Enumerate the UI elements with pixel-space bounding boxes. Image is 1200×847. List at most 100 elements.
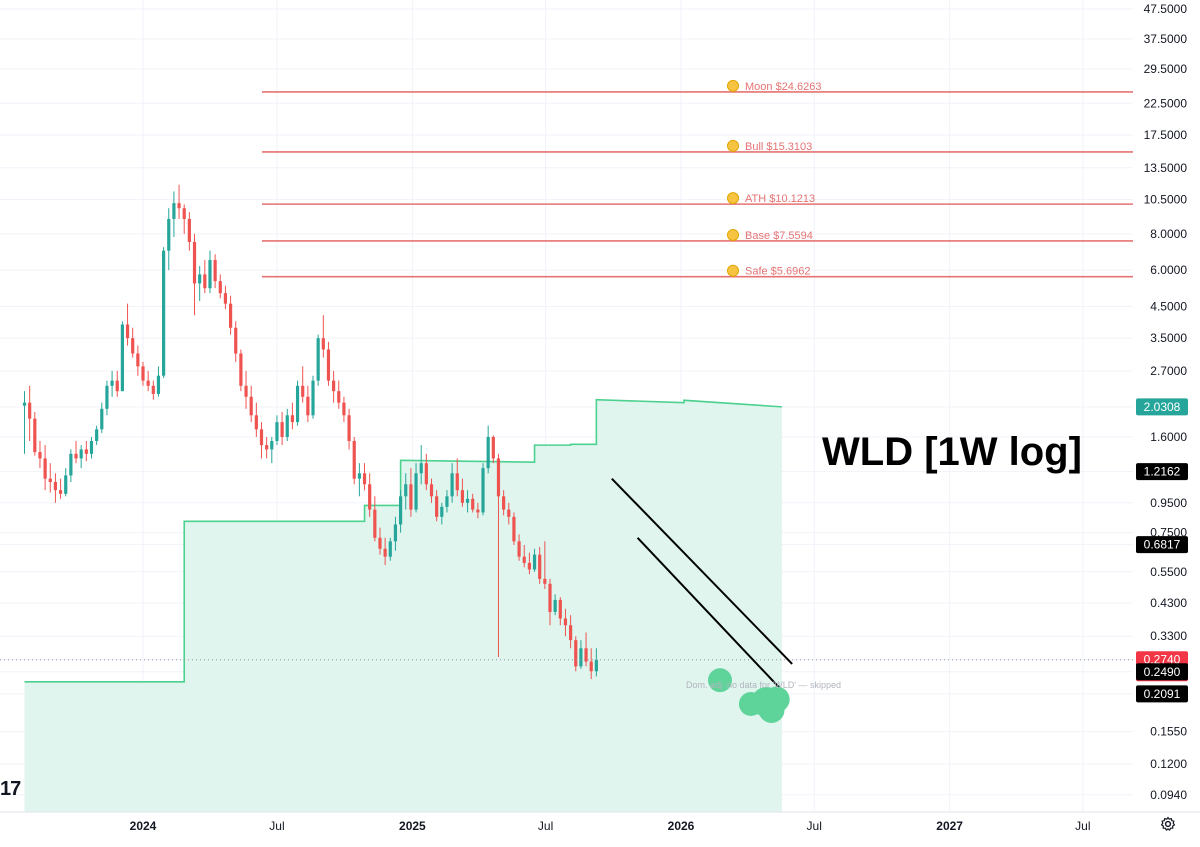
candle[interactable] bbox=[465, 490, 470, 513]
candle[interactable] bbox=[306, 385, 310, 423]
candle[interactable] bbox=[538, 546, 542, 584]
candle[interactable] bbox=[383, 537, 387, 566]
candle[interactable] bbox=[280, 412, 284, 446]
candle[interactable] bbox=[373, 496, 377, 542]
candle[interactable] bbox=[38, 440, 42, 469]
candle[interactable] bbox=[563, 608, 568, 637]
candle[interactable] bbox=[522, 544, 526, 568]
candle[interactable] bbox=[64, 468, 68, 497]
candle[interactable] bbox=[295, 380, 300, 426]
candle[interactable] bbox=[589, 648, 593, 680]
candle[interactable] bbox=[177, 184, 181, 219]
candle[interactable] bbox=[234, 321, 238, 362]
candle[interactable] bbox=[342, 396, 346, 423]
candle[interactable] bbox=[450, 463, 454, 503]
trend-line-2[interactable] bbox=[636, 537, 783, 692]
candle[interactable] bbox=[543, 541, 547, 589]
candle[interactable] bbox=[486, 425, 490, 474]
candle[interactable] bbox=[321, 315, 325, 358]
candle[interactable] bbox=[162, 247, 166, 379]
candle[interactable] bbox=[141, 361, 145, 386]
candle[interactable] bbox=[275, 415, 279, 446]
candle[interactable] bbox=[507, 502, 511, 525]
candle[interactable] bbox=[476, 502, 480, 519]
candle[interactable] bbox=[89, 436, 94, 459]
candle[interactable] bbox=[398, 490, 403, 533]
candle[interactable] bbox=[574, 636, 578, 672]
candle[interactable] bbox=[259, 422, 264, 459]
candle[interactable] bbox=[28, 385, 32, 441]
candle[interactable] bbox=[43, 445, 47, 491]
candle[interactable] bbox=[115, 370, 119, 397]
candle[interactable] bbox=[527, 552, 531, 575]
candle[interactable] bbox=[409, 468, 413, 517]
x-axis[interactable]: 2024 Jul 2025 Jul 2026 Jul 2027 Jul bbox=[0, 811, 1200, 833]
y-axis[interactable]: 47.5000 37.5000 29.5000 22.5000 17.5000 13.50… bbox=[1136, 2, 1188, 802]
candle[interactable] bbox=[84, 440, 88, 462]
candle[interactable] bbox=[404, 473, 408, 510]
candle[interactable] bbox=[187, 212, 191, 251]
candle[interactable] bbox=[167, 208, 171, 271]
candle[interactable] bbox=[481, 463, 485, 516]
candle[interactable] bbox=[362, 463, 367, 491]
candle[interactable] bbox=[460, 478, 465, 507]
candle[interactable] bbox=[285, 408, 289, 441]
candle[interactable] bbox=[332, 370, 336, 403]
candle[interactable] bbox=[270, 436, 274, 464]
candle[interactable] bbox=[435, 490, 439, 522]
candle[interactable] bbox=[110, 370, 114, 397]
settings-button[interactable] bbox=[1158, 814, 1178, 834]
candle[interactable] bbox=[579, 640, 583, 669]
candle[interactable] bbox=[553, 594, 557, 616]
candle[interactable] bbox=[208, 250, 212, 294]
candle[interactable] bbox=[502, 490, 506, 516]
candle[interactable] bbox=[440, 502, 444, 525]
candle[interactable] bbox=[512, 512, 516, 545]
candle[interactable] bbox=[414, 463, 418, 513]
candle[interactable] bbox=[352, 436, 356, 485]
candle[interactable] bbox=[265, 436, 269, 459]
candle[interactable] bbox=[228, 295, 233, 335]
candle[interactable] bbox=[548, 578, 552, 626]
candle[interactable] bbox=[151, 380, 155, 400]
candle[interactable] bbox=[532, 548, 537, 572]
candle[interactable] bbox=[326, 341, 331, 386]
candle[interactable] bbox=[584, 632, 588, 667]
candle[interactable] bbox=[120, 321, 124, 392]
candle[interactable] bbox=[156, 366, 161, 397]
candle[interactable] bbox=[244, 370, 248, 409]
candle[interactable] bbox=[388, 537, 392, 561]
candle[interactable] bbox=[378, 527, 382, 555]
candle[interactable] bbox=[95, 425, 99, 446]
candle[interactable] bbox=[74, 440, 78, 464]
candle[interactable] bbox=[100, 402, 104, 434]
candle[interactable] bbox=[290, 402, 295, 430]
candle[interactable] bbox=[445, 490, 449, 513]
candle[interactable] bbox=[125, 303, 130, 346]
candle[interactable] bbox=[136, 345, 140, 376]
candle[interactable] bbox=[254, 402, 258, 437]
candle[interactable] bbox=[471, 493, 475, 513]
candle[interactable] bbox=[517, 534, 521, 561]
candle[interactable] bbox=[357, 463, 361, 497]
candle[interactable] bbox=[569, 615, 573, 649]
candle[interactable] bbox=[146, 370, 150, 392]
candle[interactable] bbox=[58, 478, 63, 499]
candle[interactable] bbox=[301, 366, 305, 403]
candle[interactable] bbox=[213, 254, 217, 289]
candle[interactable] bbox=[48, 463, 52, 493]
candle[interactable] bbox=[22, 391, 27, 454]
candle[interactable] bbox=[311, 375, 315, 419]
candle[interactable] bbox=[424, 453, 428, 491]
candle[interactable] bbox=[131, 327, 135, 358]
candle[interactable] bbox=[69, 449, 73, 482]
candle[interactable] bbox=[33, 412, 37, 456]
candle[interactable] bbox=[249, 385, 253, 423]
candle[interactable] bbox=[316, 334, 320, 386]
candle[interactable] bbox=[594, 648, 598, 677]
candle[interactable] bbox=[182, 204, 186, 234]
candle[interactable] bbox=[79, 445, 83, 469]
candle[interactable] bbox=[347, 408, 351, 450]
